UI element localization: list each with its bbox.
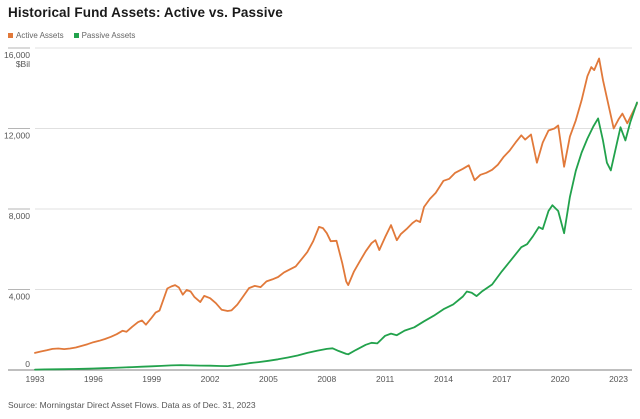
x-axis-tick-label: 2008: [317, 374, 336, 384]
x-axis-tick-label: 2017: [492, 374, 511, 384]
x-axis-tick-label: 1996: [84, 374, 103, 384]
passive-assets-swatch-icon: [73, 33, 79, 38]
series-line-active-assets: [34, 57, 638, 354]
legend-label-passive: Passive Assets: [81, 31, 136, 40]
y-axis-tick-label: 12,000: [4, 131, 30, 141]
series-line-passive-assets: [34, 101, 638, 371]
x-axis-tick-label: 2011: [376, 374, 395, 384]
legend-item-active: Active Assets: [8, 31, 64, 40]
y-axis-tick-label: 4,000: [9, 292, 31, 302]
y-axis-tick-label: 16,000: [4, 50, 30, 60]
y-axis-unit-label: $Bil: [16, 59, 30, 69]
x-axis-tick-label: 2005: [259, 374, 278, 384]
legend-item-passive: Passive Assets: [73, 31, 136, 40]
source-note: Source: Morningstar Direct Asset Flows. …: [8, 400, 256, 410]
legend-label-active: Active Assets: [16, 31, 64, 40]
x-axis-tick-label: 2014: [434, 374, 453, 384]
y-axis-tick-label: 0: [25, 359, 30, 369]
x-axis-tick-label: 1999: [142, 374, 161, 384]
x-axis-tick-label: 2023: [609, 374, 628, 384]
x-axis-tick-label: 2020: [551, 374, 570, 384]
chart-legend: Active Assets Passive Assets: [8, 31, 135, 40]
x-axis-tick-label: 1993: [26, 374, 45, 384]
chart-title: Historical Fund Assets: Active vs. Passi…: [8, 5, 283, 20]
y-axis-tick-label: 8,000: [9, 211, 31, 221]
active-assets-swatch-icon: [8, 33, 13, 38]
x-axis-tick-label: 2002: [201, 374, 220, 384]
